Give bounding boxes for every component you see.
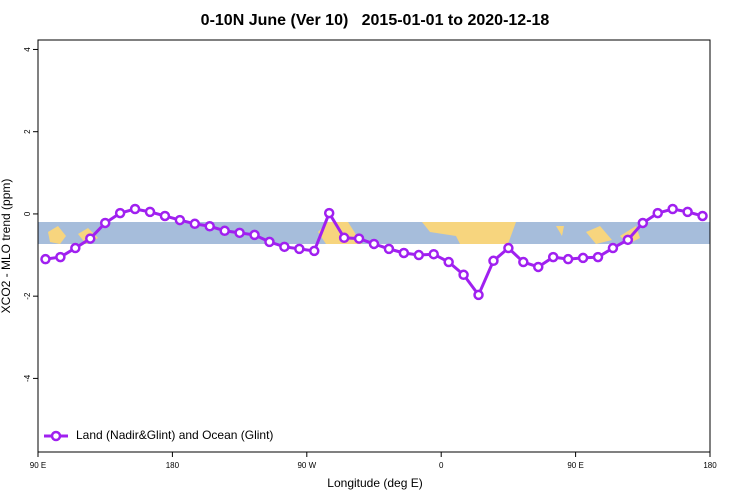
point bbox=[413, 249, 425, 261]
point bbox=[55, 251, 66, 263]
land bbox=[422, 222, 516, 244]
chart-title: 0-10N June (Ver 10) 2015-01-01 to 2020-1… bbox=[201, 12, 550, 29]
point bbox=[518, 256, 529, 268]
x-axis-label: Longitude (deg E) bbox=[327, 476, 422, 490]
plot-frame bbox=[37, 39, 711, 453]
point bbox=[533, 261, 544, 273]
series-line bbox=[45, 207, 703, 298]
legend-label: Land (Nadir&Glint) and Ocean (Glint) bbox=[76, 428, 273, 442]
legend-marker bbox=[50, 430, 62, 442]
point bbox=[682, 206, 693, 218]
point bbox=[294, 243, 305, 255]
y-tick-label: -4 bbox=[23, 374, 32, 382]
point bbox=[40, 253, 51, 265]
x-tick-label: 180 bbox=[703, 461, 717, 470]
y-tick-label: 4 bbox=[23, 47, 32, 52]
point bbox=[174, 214, 186, 226]
x-tick-label: 0 bbox=[439, 461, 444, 470]
point bbox=[85, 233, 96, 244]
point bbox=[189, 218, 201, 230]
point bbox=[249, 229, 260, 241]
x-tick-label: 180 bbox=[166, 461, 180, 470]
x-tick-label: 90 E bbox=[567, 461, 583, 470]
point bbox=[264, 236, 275, 248]
point bbox=[309, 245, 320, 257]
x-tick-label: 90 W bbox=[297, 461, 316, 470]
point bbox=[667, 203, 678, 215]
y-tick-label: -2 bbox=[23, 292, 32, 300]
point bbox=[204, 221, 215, 232]
point bbox=[338, 232, 350, 244]
point bbox=[398, 247, 410, 259]
point bbox=[383, 243, 395, 255]
point bbox=[562, 253, 574, 265]
point bbox=[323, 207, 335, 219]
point bbox=[70, 242, 81, 254]
point bbox=[592, 251, 604, 263]
point bbox=[577, 252, 589, 264]
point bbox=[473, 289, 484, 301]
point bbox=[458, 269, 469, 281]
point bbox=[652, 207, 663, 219]
point bbox=[279, 241, 290, 253]
land bbox=[556, 226, 640, 244]
point bbox=[353, 233, 365, 244]
point bbox=[129, 203, 141, 215]
point bbox=[697, 210, 708, 222]
point bbox=[607, 242, 619, 254]
x-tick-label: 90 E bbox=[30, 461, 46, 470]
point bbox=[114, 207, 126, 219]
point bbox=[234, 227, 245, 239]
point bbox=[503, 242, 514, 254]
point bbox=[99, 217, 111, 229]
y-tick-label: 2 bbox=[23, 129, 32, 134]
y-tick-label: 0 bbox=[23, 211, 32, 216]
point bbox=[368, 238, 380, 250]
point bbox=[144, 206, 156, 218]
point bbox=[637, 217, 649, 229]
y-axis-label: XCO2 - MLO trend (ppm) bbox=[0, 179, 13, 314]
point bbox=[547, 251, 559, 263]
point bbox=[159, 210, 171, 222]
point bbox=[622, 234, 634, 246]
point bbox=[428, 248, 439, 260]
point bbox=[488, 255, 499, 267]
point bbox=[443, 256, 454, 268]
point bbox=[219, 225, 230, 237]
